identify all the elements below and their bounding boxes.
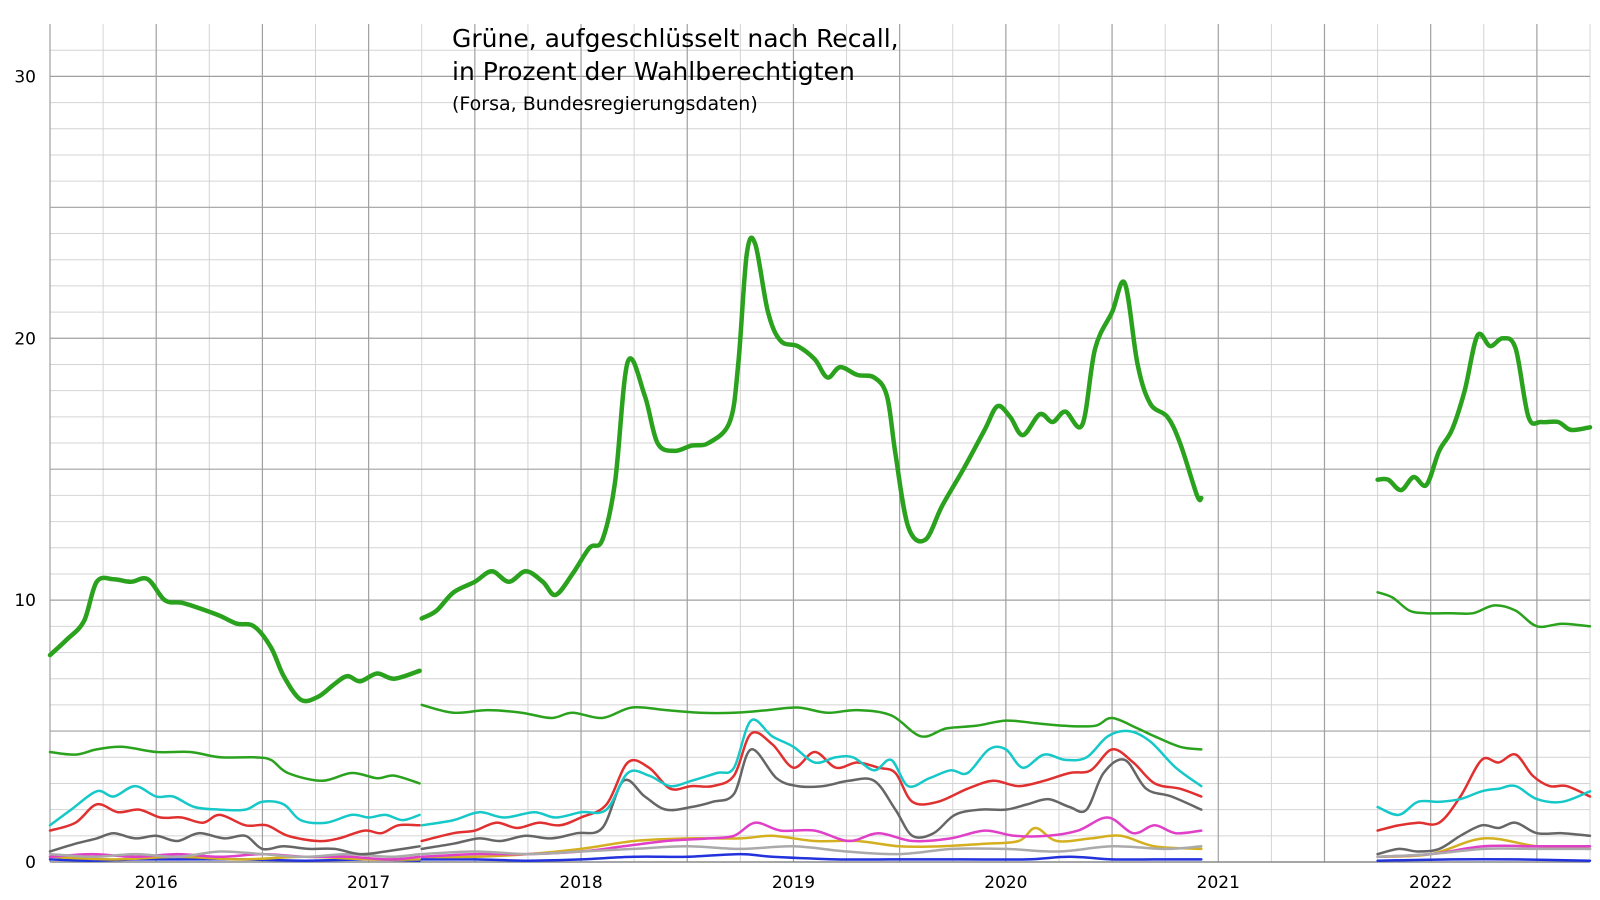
- series-line: [420, 826, 1203, 859]
- series-layer: [47, 235, 1593, 862]
- x-tick-label: 2017: [347, 873, 390, 893]
- series-line: [48, 745, 421, 785]
- chart-subtitle: (Forsa, Bundesregierungsdaten): [452, 93, 758, 115]
- series-line: [420, 852, 1203, 862]
- series-line: [1376, 821, 1592, 856]
- x-tick-label: 2018: [559, 873, 602, 893]
- grid-minor: [50, 24, 1591, 862]
- series-line: [48, 850, 421, 859]
- series-line: [1376, 847, 1592, 859]
- y-tick-label: 0: [25, 853, 36, 873]
- x-axis-ticks: 2016 2017 2018 2019 2020 2021 2022: [135, 873, 1453, 893]
- chart-title: Grüne, aufgeschlüsselt nach Recall, in P…: [452, 24, 899, 115]
- y-tick-label: 10: [14, 591, 36, 611]
- series-line: [420, 845, 1203, 856]
- series-line: [420, 731, 1203, 843]
- series-line: [420, 748, 1203, 851]
- segment-3: [1375, 331, 1593, 862]
- y-axis-ticks: 0 10 20 30: [14, 67, 36, 873]
- series-line: [1376, 858, 1592, 862]
- x-tick-label: 2022: [1409, 873, 1452, 893]
- series-line: [48, 802, 421, 843]
- chart-title-line-1: Grüne, aufgeschlüsselt nach Recall,: [452, 24, 899, 53]
- segment-2: [419, 235, 1204, 862]
- chart-title-line-2: in Prozent der Wahlberechtigten: [452, 57, 855, 86]
- series-line: [420, 816, 1203, 859]
- series-line: [48, 831, 421, 856]
- y-tick-label: 30: [14, 67, 36, 87]
- y-tick-label: 20: [14, 329, 36, 349]
- segment-1: [47, 575, 422, 862]
- x-tick-label: 2021: [1197, 873, 1240, 893]
- x-tick-label: 2020: [984, 873, 1027, 893]
- series-line: [48, 784, 421, 827]
- series-line: [1376, 784, 1592, 817]
- series-line: [47, 575, 422, 704]
- series-line: [420, 718, 1203, 827]
- series-line: [420, 703, 1203, 751]
- grid-major: [49, 24, 1590, 863]
- series-line: [419, 235, 1204, 621]
- x-tick-label: 2016: [135, 873, 178, 893]
- series-line: [1376, 591, 1592, 629]
- x-tick-label: 2019: [772, 873, 815, 893]
- series-line: [1376, 753, 1592, 832]
- series-line: [1375, 331, 1593, 493]
